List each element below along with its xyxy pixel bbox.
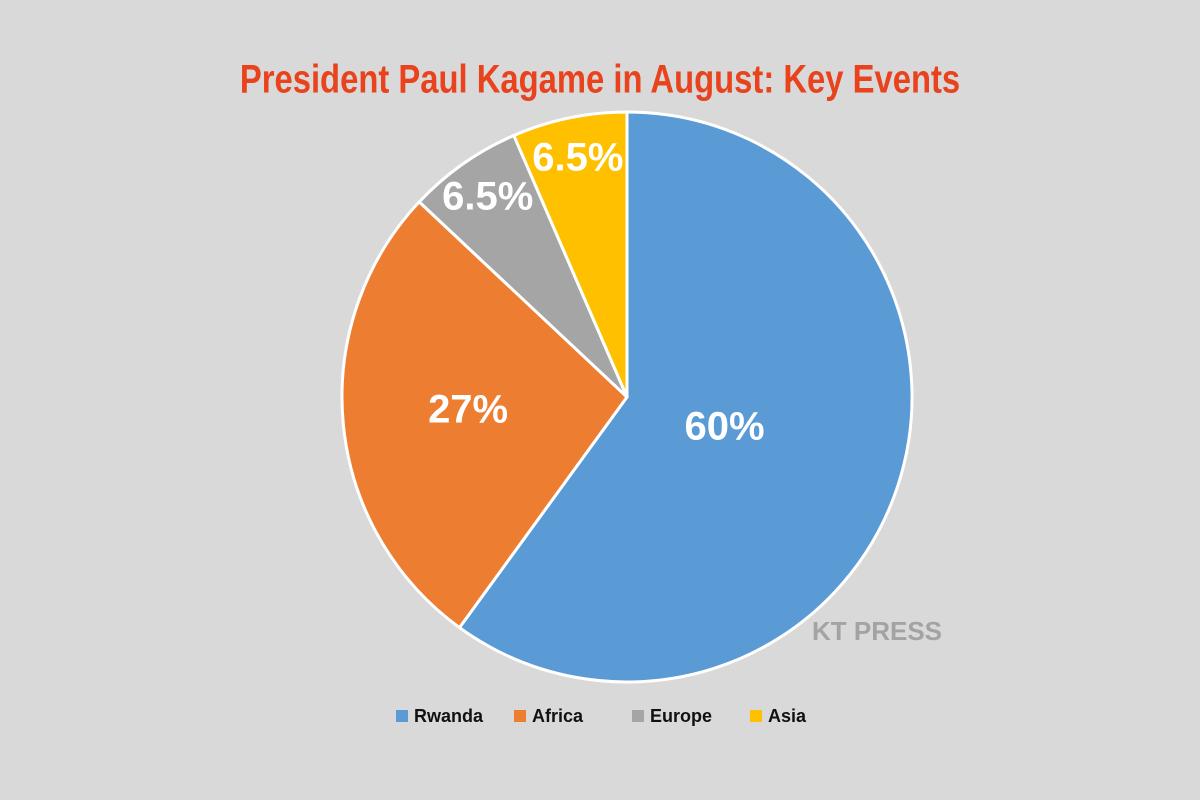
legend-label: Asia — [768, 706, 807, 726]
data-label: 6.5% — [532, 135, 623, 179]
legend-label: Africa — [532, 706, 584, 726]
chart-title: President Paul Kagame in August: Key Eve… — [240, 56, 960, 101]
pie-slice — [340, 199, 629, 630]
data-label: 6.5% — [442, 174, 533, 218]
data-label: 27% — [428, 388, 508, 432]
data-label: 60% — [685, 404, 765, 448]
legend-swatch — [750, 710, 762, 722]
pie-slice — [511, 110, 629, 398]
legend-swatch — [396, 710, 408, 722]
legend-swatch — [514, 710, 526, 722]
legend-label: Europe — [650, 706, 712, 726]
legend-label: Rwanda — [414, 706, 484, 726]
pie-slice — [417, 133, 629, 399]
legend-swatch — [632, 710, 644, 722]
pie-slice — [457, 110, 914, 684]
watermark: KT PRESS — [812, 616, 942, 646]
